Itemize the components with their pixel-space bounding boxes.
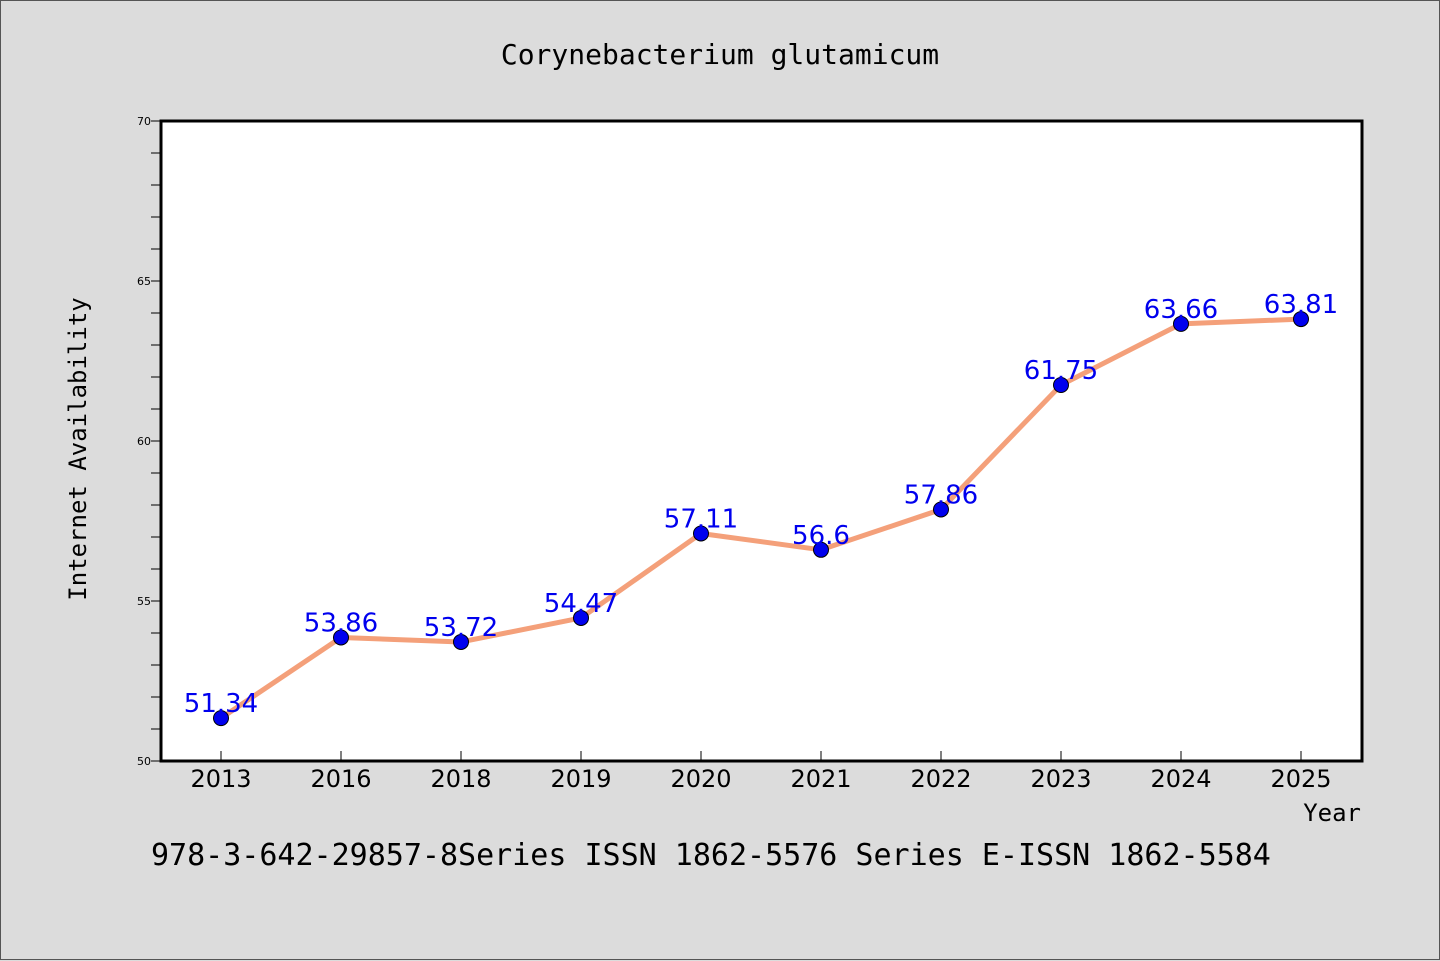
data-labels: 51.34 53.86 53.72 54.47 57.11 56.6 57.86 61.75 6… <box>184 290 1338 719</box>
x-tick-label: 2023 <box>1030 765 1091 793</box>
x-tick-label: 2021 <box>790 765 851 793</box>
data-point <box>573 609 589 626</box>
plot-border <box>159 119 1364 763</box>
x-axis: 2013 2016 2018 2019 2020 2021 2022 2023 2024 2025 <box>190 751 1332 793</box>
y-axis-label: Internet Availability <box>64 297 92 600</box>
x-tick-label: 2019 <box>550 765 611 793</box>
data-label: 57.11 <box>664 504 738 534</box>
x-tick-label: 2018 <box>430 765 491 793</box>
x-tick-label: 2016 <box>310 765 371 793</box>
data-point <box>933 501 949 518</box>
data-point <box>333 629 349 646</box>
plot-area <box>161 121 1362 761</box>
data-label: 63.81 <box>1264 290 1338 320</box>
data-label: 51.34 <box>184 689 258 719</box>
data-label: 61.75 <box>1024 356 1098 386</box>
x-tick-label: 2022 <box>910 765 971 793</box>
x-tick-label: 2020 <box>670 765 731 793</box>
y-tick-label: 65 <box>137 275 151 288</box>
y-axis: 50 55 60 65 70 <box>137 115 161 768</box>
x-tick-label: 2024 <box>1150 765 1211 793</box>
data-point <box>693 525 709 542</box>
data-label: 56.6 <box>792 521 850 551</box>
y-tick-label: 60 <box>137 435 151 448</box>
x-tick-label: 2025 <box>1270 765 1331 793</box>
data-label: 63.66 <box>1144 295 1218 325</box>
x-axis-label: Year <box>1303 799 1361 827</box>
y-tick-label: 55 <box>137 595 151 608</box>
chart-title: Corynebacterium glutamicum <box>501 38 939 71</box>
data-label: 53.86 <box>304 608 378 638</box>
data-label: 54.47 <box>544 589 618 619</box>
data-point <box>213 710 229 727</box>
data-label: 53.72 <box>424 613 498 643</box>
data-point <box>1293 311 1309 328</box>
footer-text: 978-3-642-29857-8Series ISSN 1862-5576 S… <box>151 838 1271 873</box>
data-label: 57.86 <box>904 480 978 510</box>
x-tick-label: 2013 <box>190 765 251 793</box>
data-point <box>813 541 829 558</box>
y-tick-label: 50 <box>137 755 151 768</box>
y-tick-label: 70 <box>137 115 151 128</box>
data-point <box>453 633 469 650</box>
data-point <box>1053 377 1069 393</box>
data-point <box>1173 315 1189 332</box>
data-points <box>213 311 1309 727</box>
series-line <box>218 316 1304 721</box>
